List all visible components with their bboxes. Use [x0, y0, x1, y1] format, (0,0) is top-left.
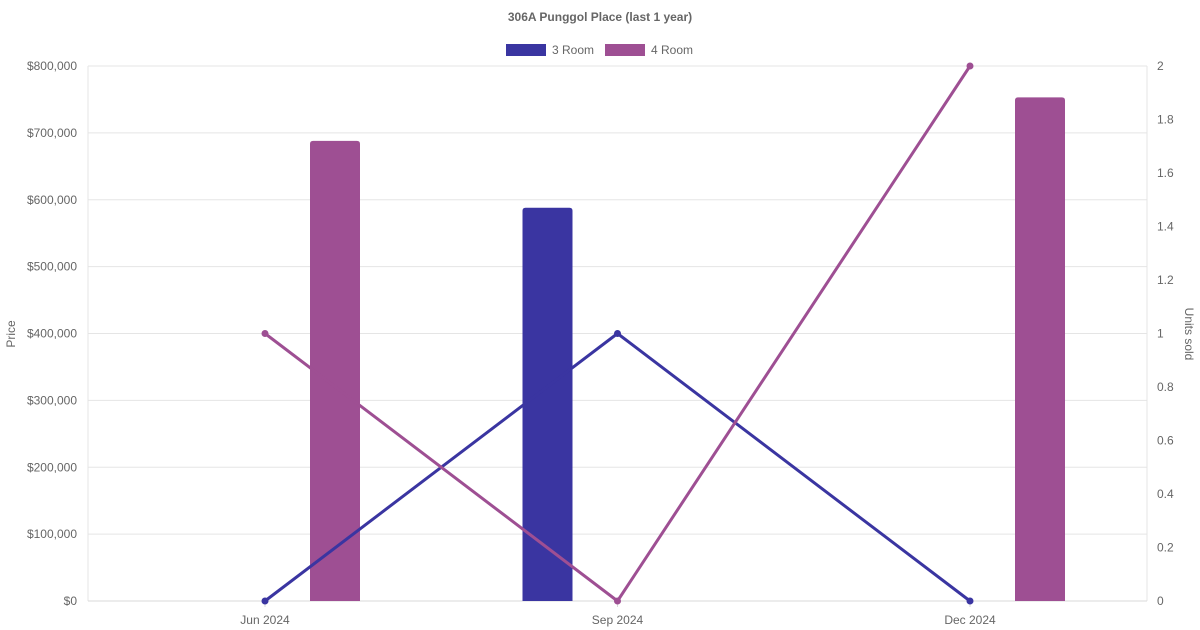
right-tick-label: 2: [1157, 59, 1164, 73]
left-tick-label: $700,000: [27, 126, 77, 140]
left-tick-label: $100,000: [27, 527, 77, 541]
right-tick-label: 0.8: [1157, 380, 1174, 394]
units-point: [261, 597, 269, 605]
right-tick-label: 1: [1157, 327, 1164, 341]
x-tick-label: Dec 2024: [944, 613, 996, 627]
left-tick-label: $600,000: [27, 193, 77, 207]
left-tick-label: $0: [64, 594, 78, 608]
price-bar: [1015, 97, 1065, 602]
legend-swatch: [506, 44, 546, 56]
price-bars: [310, 97, 1065, 602]
left-tick-label: $800,000: [27, 59, 77, 73]
legend-label: 4 Room: [651, 43, 693, 57]
units-point: [614, 597, 621, 605]
legend-swatch: [605, 44, 645, 56]
left-tick-label: $500,000: [27, 260, 77, 274]
units-point: [261, 330, 269, 337]
x-tick-label: Jun 2024: [240, 613, 290, 627]
right-tick-label: 1.4: [1157, 220, 1174, 234]
left-tick-label: $200,000: [27, 460, 77, 474]
units-point: [966, 597, 974, 605]
units-lines: [261, 62, 974, 605]
chart-title: 306A Punggol Place (last 1 year): [508, 10, 692, 24]
left-axis-title: Price: [4, 320, 18, 348]
left-tick-label: $400,000: [27, 327, 77, 341]
legend: 3 Room 4 Room: [506, 43, 693, 57]
right-tick-label: 0.6: [1157, 434, 1174, 448]
price-bar: [522, 207, 573, 601]
x-axis-ticks: Jun 2024 Sep 2024 Dec 2024: [240, 601, 996, 627]
right-tick-label: 1.8: [1157, 113, 1174, 127]
right-tick-label: 0: [1157, 594, 1164, 608]
right-tick-label: 0.2: [1157, 541, 1174, 555]
units-point: [966, 62, 974, 70]
x-tick-label: Sep 2024: [592, 613, 644, 627]
right-tick-label: 1.6: [1157, 166, 1174, 180]
right-tick-label: 0.4: [1157, 487, 1174, 501]
right-tick-label: 1.2: [1157, 273, 1174, 287]
right-axis-title: Units sold: [1182, 308, 1196, 361]
legend-label: 3 Room: [552, 43, 594, 57]
left-axis-ticks: $0 $100,000 $200,000 $300,000 $400,000 $500,0…: [27, 59, 77, 608]
price-bar: [310, 140, 360, 601]
right-axis-ticks: 0 0.2 0.4 0.6 0.8 1 1.2 1.4 1.6 1.8 2: [1157, 59, 1174, 608]
units-point: [614, 330, 621, 337]
left-tick-label: $300,000: [27, 393, 77, 407]
